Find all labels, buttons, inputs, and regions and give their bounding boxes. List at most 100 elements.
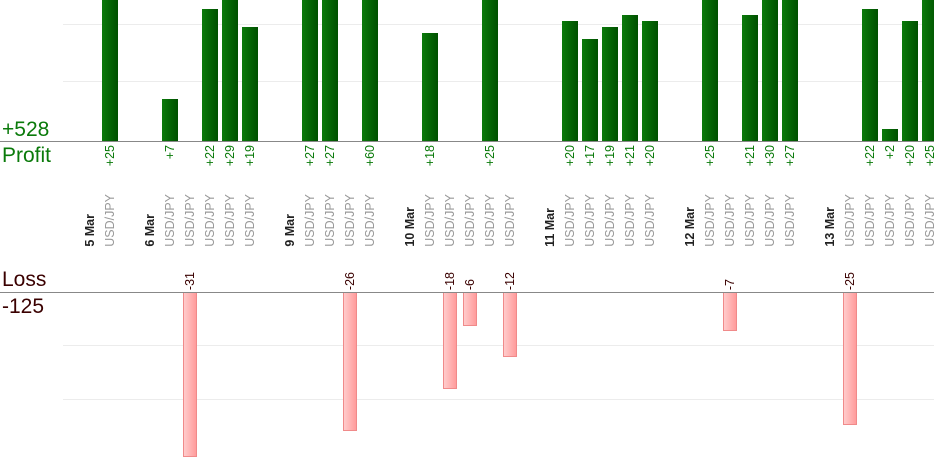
profit-bar — [782, 0, 798, 141]
profit-value: +2 — [883, 145, 897, 160]
profit-total: +528 — [2, 118, 50, 141]
profit-bar — [902, 21, 918, 141]
gridline — [63, 24, 934, 25]
pair-label: USD/JPY — [623, 194, 637, 247]
profit-value: +19 — [243, 145, 257, 167]
profit-bar — [762, 0, 778, 141]
profit-value: +27 — [323, 145, 337, 167]
profit-value: +22 — [863, 145, 877, 167]
loss-value: -26 — [343, 271, 357, 290]
pair-label: USD/JPY — [643, 194, 657, 247]
profit-bar — [642, 21, 658, 141]
profit-value: +21 — [623, 145, 637, 167]
profit-bar — [162, 99, 178, 141]
pair-label: USD/JPY — [463, 194, 477, 247]
date-label: 6 Mar — [143, 214, 157, 247]
pair-label: USD/JPY — [343, 194, 357, 247]
loss-label: Loss — [2, 268, 47, 291]
date-label: 10 Mar — [403, 207, 417, 247]
date-label: 13 Mar — [823, 207, 837, 247]
profit-bar — [242, 27, 258, 141]
pair-label: USD/JPY — [483, 194, 497, 247]
date-label: 9 Mar — [283, 214, 297, 247]
profit-baseline — [0, 141, 934, 142]
pair-label: USD/JPY — [223, 194, 237, 247]
pair-label: USD/JPY — [583, 194, 597, 247]
pair-label: USD/JPY — [563, 194, 577, 247]
profit-label: Profit — [2, 144, 52, 167]
loss-value: -25 — [843, 271, 857, 290]
profit-bar — [702, 0, 718, 141]
loss-baseline — [0, 292, 934, 293]
gridline — [63, 81, 934, 82]
profit-value: +17 — [583, 145, 597, 167]
profit-bar — [582, 39, 598, 141]
loss-bar — [463, 293, 477, 326]
pair-label: USD/JPY — [163, 194, 177, 247]
profit-bar — [882, 129, 898, 141]
loss-bar — [503, 293, 517, 357]
pair-label: USD/JPY — [843, 194, 857, 247]
profit-value: +25 — [483, 145, 497, 167]
loss-total: -125 — [2, 295, 45, 318]
profit-value: +7 — [163, 145, 177, 160]
pair-label: USD/JPY — [603, 194, 617, 247]
pair-label: USD/JPY — [923, 194, 934, 247]
profit-value: +19 — [603, 145, 617, 167]
pair-label: USD/JPY — [863, 194, 877, 247]
date-label: 11 Mar — [543, 208, 557, 247]
profit-bar — [562, 21, 578, 141]
profit-bar — [862, 9, 878, 141]
profit-value: +25 — [103, 145, 117, 167]
pair-label: USD/JPY — [723, 194, 737, 247]
loss-value: -31 — [183, 271, 197, 290]
profit-bar — [602, 27, 618, 141]
pair-label: USD/JPY — [443, 194, 457, 247]
profit-value: +30 — [763, 145, 777, 167]
profit-bar — [222, 0, 238, 141]
profit-value: +27 — [783, 145, 797, 167]
profit-bar — [202, 9, 218, 141]
profit-value: +27 — [303, 145, 317, 167]
loss-value: -12 — [503, 271, 517, 290]
profit-bar — [422, 33, 438, 141]
profit-value: +18 — [423, 145, 437, 167]
profit-bar — [302, 0, 318, 141]
profit-value: +25 — [923, 145, 934, 167]
profit-bar — [362, 0, 378, 141]
profit-bar — [102, 0, 118, 141]
pair-label: USD/JPY — [243, 194, 257, 247]
profit-value: +29 — [223, 145, 237, 167]
pair-label: USD/JPY — [103, 194, 117, 247]
pair-label: USD/JPY — [183, 194, 197, 247]
profit-bar — [622, 15, 638, 141]
pair-label: USD/JPY — [503, 194, 517, 247]
profit-value: +20 — [563, 145, 577, 167]
pair-label: USD/JPY — [363, 194, 377, 247]
profit-bar — [922, 0, 934, 141]
profit-value: +25 — [703, 145, 717, 167]
loss-bar — [343, 293, 357, 431]
loss-value: -6 — [463, 278, 477, 290]
pair-label: USD/JPY — [743, 194, 757, 247]
pair-label: USD/JPY — [703, 194, 717, 247]
loss-bar — [183, 293, 197, 457]
pair-label: USD/JPY — [783, 194, 797, 247]
profit-value: +20 — [643, 145, 657, 167]
pair-label: USD/JPY — [903, 194, 917, 247]
profit-bar — [742, 15, 758, 141]
pair-label: USD/JPY — [883, 194, 897, 247]
pair-label: USD/JPY — [423, 194, 437, 247]
profit-value: +20 — [903, 145, 917, 167]
loss-bar — [843, 293, 857, 426]
profit-bar — [482, 0, 498, 141]
profit-value: +60 — [363, 145, 377, 167]
pair-label: USD/JPY — [303, 194, 317, 247]
gridline — [63, 399, 934, 400]
date-label: 5 Mar — [83, 214, 97, 247]
pair-label: USD/JPY — [203, 194, 217, 247]
profit-bar — [322, 0, 338, 141]
loss-bar — [443, 293, 457, 389]
gridline — [63, 345, 934, 346]
profit-value: +21 — [743, 145, 757, 167]
